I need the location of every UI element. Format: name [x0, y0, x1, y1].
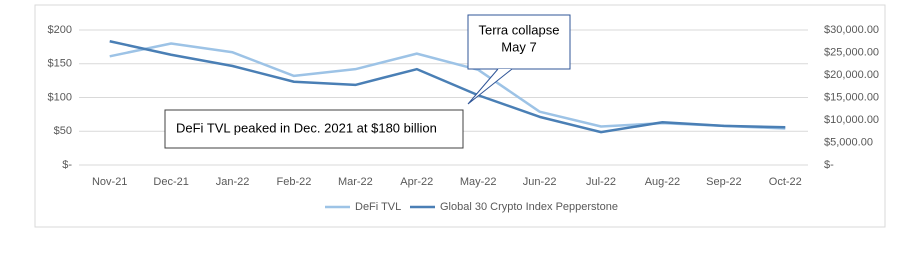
x-tick-label: Apr-22 — [400, 176, 433, 188]
x-tick-label: Feb-22 — [277, 176, 312, 188]
x-tick-label: Aug-22 — [645, 176, 680, 188]
annotation: May 7 — [501, 39, 536, 54]
y-tick-label: $- — [62, 159, 72, 171]
x-tick-label: May-22 — [460, 176, 497, 188]
y2-tick-label: $10,000.00 — [824, 114, 879, 126]
series-line — [109, 40, 786, 134]
x-tick-label: Mar-22 — [338, 176, 373, 188]
x-tick-label: Oct-22 — [769, 176, 802, 188]
x-tick-label: Nov-21 — [92, 176, 127, 188]
y2-tick-label: $5,000.00 — [824, 136, 873, 148]
y-tick-label: $50 — [54, 125, 72, 137]
x-tick-label: Jul-22 — [586, 176, 616, 188]
annotation: DeFi TVL peaked in Dec. 2021 at $180 bil… — [176, 120, 437, 135]
y-tick-label: $100 — [48, 91, 72, 103]
x-tick-label: Sep-22 — [706, 176, 741, 188]
annotation-pointer — [467, 68, 513, 105]
y2-tick-label: $- — [824, 159, 834, 171]
annotation-box — [467, 14, 571, 70]
y2-tick-label: $25,000.00 — [824, 46, 879, 58]
x-tick-label: Jun-22 — [523, 176, 557, 188]
y-tick-label: $150 — [48, 58, 72, 70]
y2-tick-label: $20,000.00 — [824, 69, 879, 81]
x-tick-label: Jan-22 — [216, 176, 250, 188]
x-tick-label: Dec-21 — [153, 176, 188, 188]
annotation: Terra collapse — [479, 22, 560, 37]
legend-label: Global 30 Crypto Index Pepperstone — [440, 201, 618, 213]
y-tick-label: $200 — [48, 24, 72, 36]
legend-label: DeFi TVL — [355, 201, 401, 213]
y2-tick-label: $15,000.00 — [824, 91, 879, 103]
y2-tick-label: $30,000.00 — [824, 24, 879, 36]
annotation-box — [164, 109, 464, 149]
